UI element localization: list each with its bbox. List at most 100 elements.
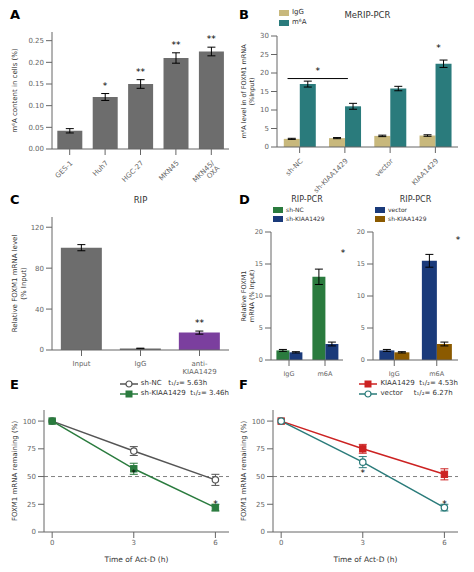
svg-text:*: * bbox=[341, 248, 346, 258]
svg-text:sh-NC: sh-NC bbox=[284, 157, 304, 177]
svg-text:IgG: IgG bbox=[135, 360, 147, 368]
html-text:D: D bbox=[239, 192, 250, 207]
svg-text:75: 75 bbox=[27, 445, 36, 453]
svg-text:**: ** bbox=[207, 34, 217, 44]
svg-text:FOXM1 mRNA remaining (%): FOXM1 mRNA remaining (%) bbox=[240, 421, 248, 521]
svg-text:Relative FOXM1 mRNA level: Relative FOXM1 mRNA level bbox=[11, 235, 19, 333]
svg-text:30: 30 bbox=[260, 32, 269, 40]
svg-text:0: 0 bbox=[279, 539, 283, 547]
svg-text:25: 25 bbox=[27, 501, 36, 509]
html-text:m⁶A: m⁶A bbox=[292, 18, 307, 26]
svg-text:*: * bbox=[436, 43, 441, 53]
svg-text:m⁶A level in of FOXM1 mRNA: m⁶A level in of FOXM1 mRNA bbox=[240, 44, 248, 139]
svg-text:0: 0 bbox=[50, 539, 54, 547]
svg-text:120: 120 bbox=[31, 224, 44, 232]
svg-text:*: * bbox=[361, 468, 366, 478]
svg-text:HGC-27: HGC-27 bbox=[121, 159, 146, 184]
svg-text:Input: Input bbox=[72, 360, 90, 368]
html-text:F: F bbox=[239, 377, 248, 392]
svg-text:5: 5 bbox=[361, 324, 365, 332]
svg-text:**: ** bbox=[136, 67, 146, 77]
svg-text:m6A: m6A bbox=[318, 370, 333, 378]
svg-text:mRNA (% Input): mRNA (% Input) bbox=[248, 269, 256, 323]
svg-text:Time of Act-D (h): Time of Act-D (h) bbox=[104, 555, 169, 564]
svg-text:m⁶A content in cells (%): m⁶A content in cells (%) bbox=[11, 48, 19, 133]
svg-text:*: * bbox=[103, 81, 108, 91]
svg-text:MKN45/OXA: MKN45/OXA bbox=[191, 159, 221, 189]
html-text:RIP: RIP bbox=[133, 195, 148, 205]
svg-text:Huh7: Huh7 bbox=[91, 159, 110, 178]
svg-text:15: 15 bbox=[357, 260, 365, 268]
html-text:RIP-PCR: RIP-PCR bbox=[291, 195, 323, 204]
svg-text:100: 100 bbox=[23, 418, 36, 426]
svg-text:40: 40 bbox=[35, 306, 44, 314]
svg-text:0.25: 0.25 bbox=[28, 37, 44, 45]
svg-text:75: 75 bbox=[256, 445, 265, 453]
svg-text:*: * bbox=[442, 499, 447, 509]
svg-text:0: 0 bbox=[361, 356, 365, 364]
svg-text:(%Input): (%Input) bbox=[248, 77, 256, 105]
svg-text:*: * bbox=[456, 235, 461, 245]
svg-text:20: 20 bbox=[255, 228, 263, 236]
html-text:B: B bbox=[239, 7, 249, 22]
svg-text:80: 80 bbox=[35, 265, 44, 273]
svg-text:3: 3 bbox=[361, 539, 365, 547]
html-text:RIP-PCR: RIP-PCR bbox=[399, 195, 432, 204]
svg-text:(% Input): (% Input) bbox=[20, 267, 28, 300]
svg-text:**: ** bbox=[195, 318, 205, 328]
svg-text:5: 5 bbox=[265, 125, 269, 133]
svg-text:*: * bbox=[213, 499, 218, 509]
svg-text:IgG: IgG bbox=[283, 370, 294, 378]
svg-text:15: 15 bbox=[260, 88, 269, 96]
html-text:MeRIP-PCR: MeRIP-PCR bbox=[344, 10, 391, 20]
svg-text:6: 6 bbox=[213, 539, 218, 547]
svg-text:10: 10 bbox=[255, 292, 263, 300]
svg-text:20: 20 bbox=[260, 69, 269, 77]
html-text:A: A bbox=[10, 7, 21, 22]
svg-text:0: 0 bbox=[265, 143, 269, 151]
svg-text:3: 3 bbox=[132, 539, 136, 547]
svg-text:*: * bbox=[315, 66, 320, 76]
html-text:C: C bbox=[10, 192, 20, 207]
svg-text:0.15: 0.15 bbox=[28, 80, 44, 88]
svg-text:10: 10 bbox=[357, 292, 365, 300]
svg-text:Time of Act-D (h): Time of Act-D (h) bbox=[333, 555, 398, 564]
svg-text:vector: vector bbox=[374, 157, 395, 178]
svg-text:15: 15 bbox=[255, 260, 263, 268]
html-text:sh-NC t₁/₂= 5.63h: sh-NC t₁/₂= 5.63h bbox=[140, 379, 208, 387]
svg-text:0.10: 0.10 bbox=[28, 102, 44, 110]
svg-text:m6A: m6A bbox=[429, 370, 444, 378]
svg-text:50: 50 bbox=[256, 473, 265, 481]
svg-text:100: 100 bbox=[252, 418, 265, 426]
svg-text:0: 0 bbox=[261, 528, 265, 536]
svg-text:25: 25 bbox=[256, 501, 265, 509]
svg-text:0.20: 0.20 bbox=[28, 59, 44, 67]
svg-text:25: 25 bbox=[260, 51, 269, 59]
svg-text:20: 20 bbox=[357, 228, 365, 236]
html-text:IgG: IgG bbox=[292, 8, 304, 16]
svg-text:MKN45: MKN45 bbox=[158, 159, 181, 182]
svg-text:10: 10 bbox=[260, 106, 269, 114]
svg-text:50: 50 bbox=[27, 473, 36, 481]
svg-text:0.00: 0.00 bbox=[28, 145, 44, 153]
html-text:vector t₁/₂= 6.27h: vector t₁/₂= 6.27h bbox=[380, 389, 453, 397]
html-text:sh-KIAA1429 t₁/₂= 3.46h: sh-KIAA1429 t₁/₂= 3.46h bbox=[140, 389, 229, 397]
svg-text:**: ** bbox=[171, 40, 181, 50]
svg-text:KIAA1429: KIAA1429 bbox=[410, 157, 440, 187]
svg-text:anti-KIAA1429: anti-KIAA1429 bbox=[182, 360, 216, 376]
svg-text:Relative FOXM1: Relative FOXM1 bbox=[240, 271, 248, 322]
svg-text:6: 6 bbox=[442, 539, 447, 547]
svg-text:0.05: 0.05 bbox=[28, 124, 44, 132]
html-text:sh-NC: sh-NC bbox=[286, 206, 304, 213]
svg-text:GES-1: GES-1 bbox=[54, 159, 75, 180]
svg-text:5: 5 bbox=[259, 324, 263, 332]
svg-text:sh-KIAA1429: sh-KIAA1429 bbox=[312, 157, 349, 193]
svg-text:0: 0 bbox=[32, 528, 36, 536]
html-text:KIAA1429 t₁/₂= 4.53h: KIAA1429 t₁/₂= 4.53h bbox=[380, 379, 458, 387]
svg-text:IgG: IgG bbox=[389, 370, 400, 378]
svg-text:FOXM1 mRNA remaining (%): FOXM1 mRNA remaining (%) bbox=[11, 421, 19, 521]
svg-text:*: * bbox=[132, 468, 137, 478]
svg-text:0: 0 bbox=[40, 346, 44, 354]
html-text:E: E bbox=[10, 377, 19, 392]
svg-text:0: 0 bbox=[259, 356, 263, 364]
